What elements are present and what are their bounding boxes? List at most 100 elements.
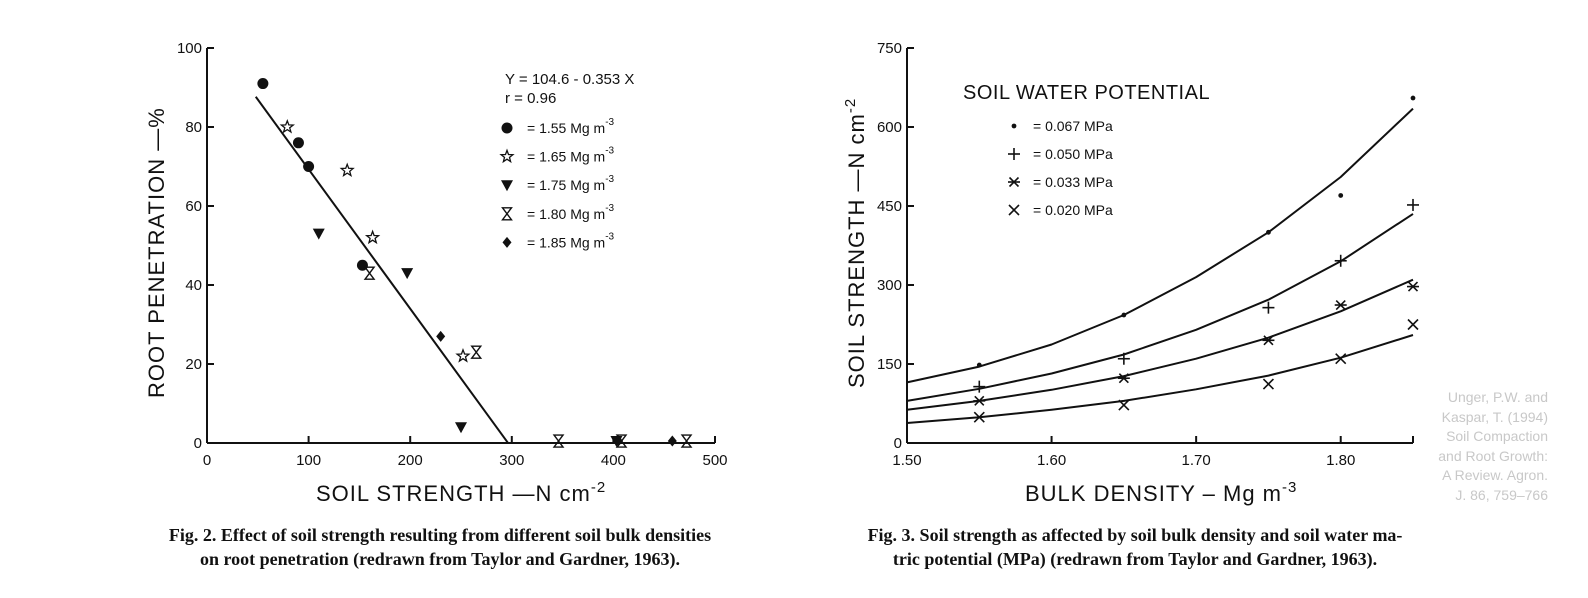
fig2-point (279, 118, 296, 134)
fig3-x-axis-title: BULK DENSITY – Mg m-3 (1025, 479, 1297, 506)
fig2-legend-label: = 1.85 Mg m-3 (527, 231, 615, 250)
fig3-legend-label: = 0.033 MPa (1033, 174, 1113, 190)
fig3-caption: Fig. 3. Soil strength as affected by soi… (800, 523, 1470, 571)
fig2-y-tick-label: 80 (185, 119, 202, 136)
credit-line-3: Soil Compaction (1446, 428, 1548, 444)
fig3-point (1407, 281, 1419, 292)
fig2-y-axis-title: ROOT PENETRATION —% (144, 107, 169, 398)
fig2-legend-label: = 1.65 Mg m-3 (527, 146, 615, 165)
fig3-x-tick-label: 1.50 (892, 452, 921, 469)
fig2-legend: = 1.55 Mg m-3 = 1.65 Mg m-3 = 1.75 Mg m-3 =… (499, 117, 615, 250)
fig3-point (1262, 335, 1275, 346)
fig3-point (976, 362, 982, 368)
fig3-curve (906, 334, 1414, 424)
fig3-point (973, 380, 986, 393)
fig2-legend-marker (502, 236, 512, 248)
fig3-caption-line2: tric potential (MPa) (redrawn from Taylo… (892, 549, 1378, 569)
fig3-data-points (973, 95, 1419, 423)
fig2-chart: 0 100 200 300 400 500 0 20 40 60 80 100 Y = 104.6 -… (144, 40, 728, 506)
fig2-x-tick-label: 200 (398, 452, 423, 469)
fig3-point (1338, 193, 1344, 198)
fig2-point (364, 229, 381, 245)
fig2-y-tick-label: 100 (177, 40, 202, 57)
fig2-regression-line (254, 96, 509, 444)
fig3-y-tick-label: 450 (877, 198, 902, 215)
fig2-ticks: 0 100 200 300 400 500 0 20 40 60 80 100 (177, 40, 728, 469)
fig2-legend-marker (501, 207, 513, 221)
fig2-point (455, 422, 467, 434)
fig3-legend-marker (1008, 148, 1020, 160)
fig2-y-tick-label: 20 (185, 356, 202, 373)
fig2-legend-sup: -3 (605, 203, 614, 214)
fig2-x-axis-title: SOIL STRENGTH —N cm-2 (316, 479, 606, 506)
fig3-point (1334, 299, 1347, 311)
fig2-y-tick-label: 40 (185, 277, 202, 294)
fig2-point (401, 268, 414, 280)
fig3-curve (906, 278, 1414, 411)
fig3-point (1334, 254, 1347, 267)
credit-line-4: and Root Growth: (1438, 447, 1548, 464)
fig2-equation: Y = 104.6 - 0.353 X (505, 71, 634, 88)
fig3-point (1121, 312, 1127, 318)
fig2-point (303, 161, 315, 172)
fig3-point (973, 395, 986, 406)
fig2-caption: Fig. 2. Effect of soil strength resultin… (100, 523, 780, 571)
fig3-legend-marker (1008, 176, 1020, 188)
credit-line-2: Kaspar, T. (1994) (1441, 408, 1548, 425)
fig2-point (552, 434, 565, 448)
fig2-legend-label: = 1.55 Mg m-3 (527, 117, 615, 136)
fig2-legend-marker (501, 122, 513, 134)
fig2-legend-marker (501, 180, 513, 192)
fig2-point (667, 435, 677, 447)
fig3-point (1117, 373, 1130, 384)
fig2-x-tick-label: 100 (296, 452, 321, 469)
fig2-x-tick-label: 0 (203, 452, 211, 469)
fig3-point (1118, 399, 1130, 411)
fig3-y-tick-label: 600 (877, 119, 902, 136)
fig3-legend: = 0.067 MPa = 0.050 MPa = 0.033 MPa = 0.020… (1008, 118, 1113, 218)
fig2-point (312, 228, 325, 240)
fig3-curves (906, 107, 1414, 424)
fig2-legend-sup: -3 (605, 231, 614, 242)
fig2-point (363, 266, 376, 280)
fig2-legend-label: = 1.75 Mg m-3 (527, 174, 615, 193)
fig3-caption-line1: Fig. 3. Soil strength as affected by soi… (867, 525, 1403, 545)
fig3-point (1262, 301, 1275, 314)
fig3-point (1117, 352, 1130, 365)
credit-line-5: A Review. Agron. (1442, 467, 1548, 483)
fig3-y-axis-title: SOIL STRENGTH —N cm-2 (842, 98, 869, 388)
fig3-ticks: 1.50 1.60 1.70 1.80 0 150 300 450 600 750 (877, 40, 1414, 469)
fig2-point (257, 78, 269, 90)
fig3-x-tick-label: 1.80 (1326, 452, 1355, 469)
fig2-caption-line2: on root penetration (redrawn from Taylor… (199, 549, 680, 569)
fig3-legend-label: = 0.050 MPa (1033, 146, 1113, 162)
fig3-legend-label: = 0.020 MPa (1033, 202, 1113, 218)
fig3-point (1407, 198, 1419, 211)
fig3-y-tick-label: 750 (877, 40, 902, 57)
fig2-point (436, 330, 446, 342)
credit-line-1: Unger, P.W. and (1447, 389, 1548, 405)
fig3-x-axis-title-sup: -3 (1282, 479, 1297, 496)
fig3-point (1262, 378, 1274, 390)
fig2-legend-sup: -3 (605, 174, 614, 185)
fig3-x-tick-label: 1.60 (1037, 452, 1066, 469)
fig2-point (613, 435, 623, 447)
fig2-legend-label: = 1.80 Mg m-3 (527, 203, 615, 222)
fig2-r-value: r = 0.96 (505, 90, 556, 107)
fig3-y-tick-label: 0 (894, 435, 902, 452)
fig3-legend-label: = 0.067 MPa (1033, 118, 1113, 134)
fig2-point (339, 162, 355, 177)
fig3-legend-marker (1008, 204, 1020, 216)
fig2-y-tick-label: 0 (194, 435, 202, 452)
fig2-legend-marker (499, 148, 515, 164)
fig3-legend-marker (1011, 123, 1017, 129)
fig3-x-tick-label: 1.70 (1182, 452, 1211, 469)
fig2-point (455, 348, 471, 363)
fig3-chart: 1.50 1.60 1.70 1.80 0 150 300 450 600 750 SOIL WA… (842, 40, 1419, 506)
fig2-caption-line1: Fig. 2. Effect of soil strength resultin… (168, 525, 712, 545)
fig2-point (292, 137, 304, 149)
fig2-x-axis-title-sup: -2 (591, 479, 606, 496)
fig3-y-tick-label: 150 (877, 356, 902, 373)
fig2-x-tick-label: 500 (702, 452, 727, 469)
